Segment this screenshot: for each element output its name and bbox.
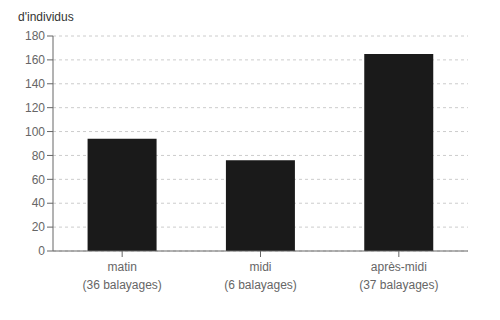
svg-text:100: 100 (25, 125, 45, 139)
svg-text:matin: matin (107, 260, 136, 274)
svg-text:180: 180 (25, 29, 45, 43)
svg-text:0: 0 (38, 244, 45, 258)
svg-text:(36 balayages): (36 balayages) (82, 278, 161, 292)
svg-text:140: 140 (25, 77, 45, 91)
svg-text:(37 balayages): (37 balayages) (359, 278, 438, 292)
svg-text:20: 20 (32, 220, 46, 234)
svg-text:80: 80 (32, 149, 46, 163)
svg-text:(6 balayages): (6 balayages) (224, 278, 297, 292)
svg-text:après-midi: après-midi (371, 260, 427, 274)
svg-text:midi: midi (249, 260, 271, 274)
svg-text:120: 120 (25, 101, 45, 115)
svg-text:160: 160 (25, 53, 45, 67)
html-text:d'individus: d'individus (18, 10, 74, 24)
svg-text:60: 60 (32, 173, 46, 187)
svg-text:40: 40 (32, 196, 46, 210)
